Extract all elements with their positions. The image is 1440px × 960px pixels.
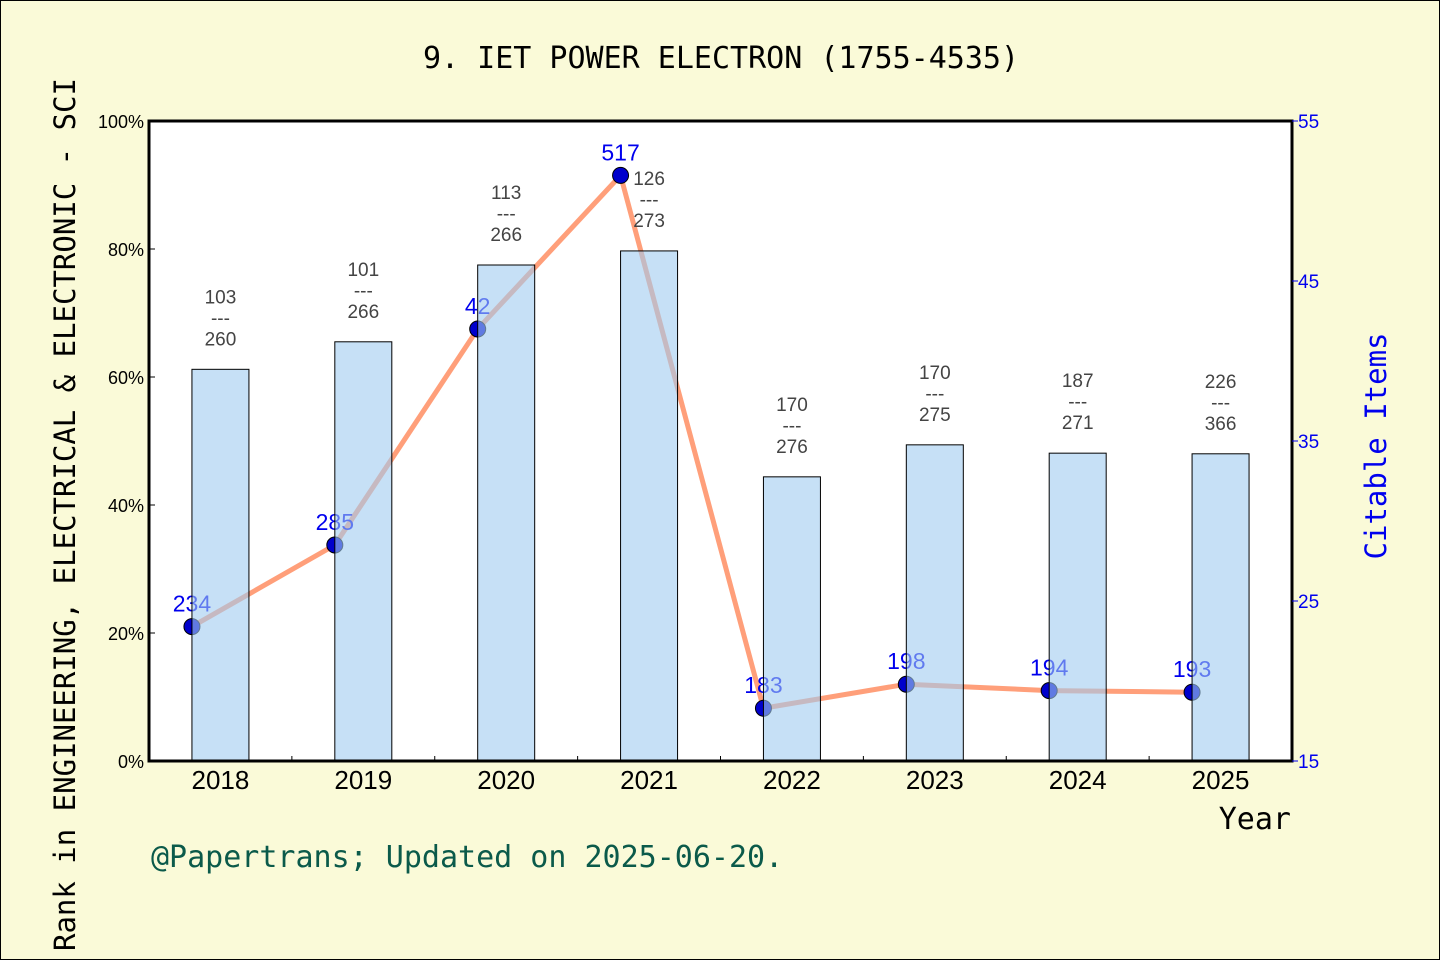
rank-bar <box>762 476 821 762</box>
x-tick-label: 2023 <box>906 765 964 795</box>
right-tick-label: 35 <box>1298 432 1319 453</box>
rank-bar <box>477 264 536 762</box>
rank-label: 126 <box>633 169 665 190</box>
rank-separator: --- <box>925 384 944 405</box>
x-axis-label: Year <box>1219 802 1291 837</box>
right-axis-label: Citable Items <box>1359 333 1393 560</box>
rank-separator: --- <box>1211 393 1230 414</box>
citable-items-label: 517 <box>601 139 639 165</box>
rank-label: 226 <box>1205 372 1237 393</box>
total-label: 260 <box>205 329 237 350</box>
total-label: 276 <box>776 437 808 458</box>
rank-bar <box>334 341 393 762</box>
total-label: 266 <box>490 225 522 246</box>
right-tick-label: 45 <box>1298 272 1319 293</box>
chart-title: 9. IET POWER ELECTRON (1755-4535) <box>423 41 1019 76</box>
bar-labels: 103---260101---266113---266126---273170-… <box>205 169 1237 458</box>
rank-bar <box>191 368 250 762</box>
rank-label: 187 <box>1062 371 1094 392</box>
x-tick-label: 2018 <box>192 765 250 795</box>
plot-area <box>149 121 1292 761</box>
rank-label: 170 <box>776 395 808 416</box>
x-tick-label: 2020 <box>477 765 535 795</box>
rank-separator: --- <box>497 204 516 225</box>
rank-bar <box>905 444 964 762</box>
rank-bar <box>620 250 679 762</box>
left-tick-label: 60% <box>108 368 144 388</box>
x-tick-label: 2021 <box>620 765 678 795</box>
x-tick-label: 2022 <box>763 765 821 795</box>
rank-bar <box>1191 453 1250 762</box>
right-tick-label: 25 <box>1298 592 1319 613</box>
rank-label: 113 <box>491 183 521 204</box>
left-axis-label: Rank in ENGINEERING, ELECTRICAL & ELECTR… <box>48 78 82 951</box>
total-label: 266 <box>347 302 379 323</box>
rank-label: 103 <box>205 287 237 308</box>
axes: 2018 2019 2020 2021 2022 2023 2024 2025 0% 20% 40%… <box>98 112 1319 795</box>
left-tick-label: 80% <box>108 240 144 260</box>
rank-separator: --- <box>782 416 801 437</box>
x-tick-label: 2025 <box>1192 765 1250 795</box>
x-tick-label: 2024 <box>1049 765 1107 795</box>
left-tick-label: 100% <box>98 112 144 132</box>
total-label: 366 <box>1205 414 1237 435</box>
left-tick-label: 0% <box>118 752 144 772</box>
rank-separator: --- <box>354 281 373 302</box>
total-label: 275 <box>919 405 951 426</box>
citable-items-point <box>612 166 630 184</box>
rank-bar <box>1048 452 1107 762</box>
rank-label: 101 <box>347 260 379 281</box>
footer-credit: @Papertrans; Updated on 2025-06-20. <box>151 840 783 875</box>
rank-label: 170 <box>919 363 951 384</box>
total-label: 271 <box>1062 413 1094 434</box>
left-tick-label: 40% <box>108 496 144 516</box>
right-tick-label: 15 <box>1298 752 1319 773</box>
rank-separator: --- <box>640 190 659 211</box>
rank-bars-series <box>191 250 1250 762</box>
total-label: 273 <box>633 211 665 232</box>
right-tick-label: 55 <box>1298 112 1319 133</box>
rank-separator: --- <box>211 308 230 329</box>
left-tick-label: 20% <box>108 624 144 644</box>
x-tick-label: 2019 <box>334 765 392 795</box>
rank-separator: --- <box>1068 392 1087 413</box>
